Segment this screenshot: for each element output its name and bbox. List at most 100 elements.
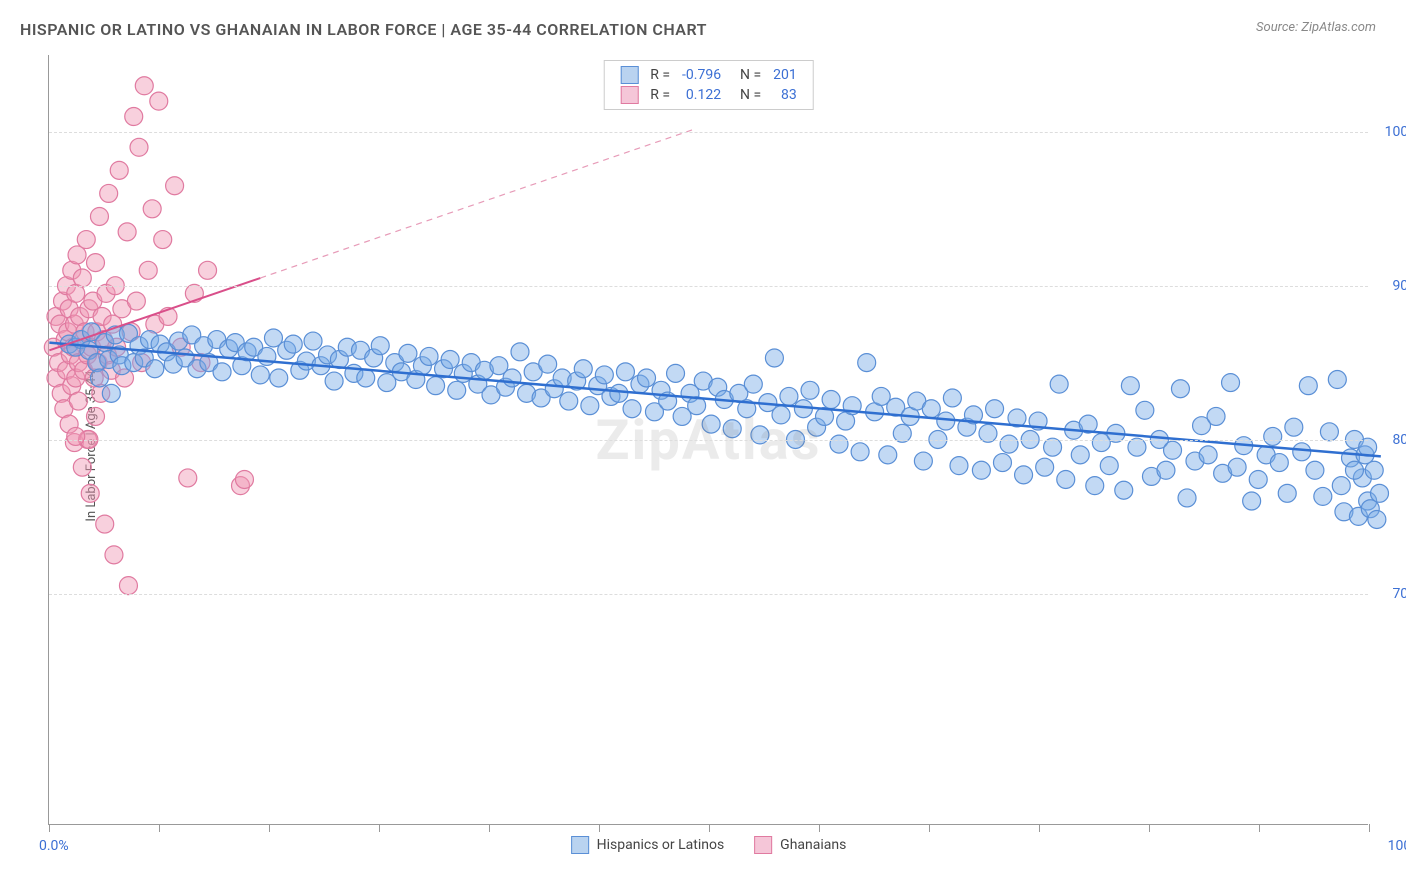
data-point: [1178, 489, 1196, 507]
trend-line: [260, 129, 695, 278]
data-point: [143, 200, 161, 218]
data-point: [830, 435, 848, 453]
data-point: [90, 208, 108, 226]
data-point: [822, 391, 840, 409]
x-axis-max-label: 100.0%: [1388, 838, 1406, 854]
data-point: [357, 369, 375, 387]
data-point: [1365, 461, 1383, 479]
x-tick: [489, 824, 490, 832]
plot-area: ZipAtlas R = -0.796 N = 201 R = 0.122 N …: [48, 55, 1368, 825]
stats-row: R = -0.796 N = 201: [614, 65, 803, 85]
data-point: [1320, 423, 1338, 441]
data-point: [1164, 441, 1182, 459]
data-point: [125, 108, 143, 126]
data-point: [511, 343, 529, 361]
data-point: [1306, 461, 1324, 479]
data-point: [801, 381, 819, 399]
data-point: [67, 427, 85, 445]
data-point: [150, 92, 168, 110]
data-point: [427, 377, 445, 395]
stats-r-value: -0.796: [676, 65, 727, 85]
data-point: [744, 375, 762, 393]
data-point: [1299, 377, 1317, 395]
data-point: [154, 231, 172, 249]
data-point: [399, 344, 417, 362]
data-point: [1345, 461, 1363, 479]
data-point: [77, 231, 95, 249]
x-tick: [1369, 824, 1370, 832]
data-point: [581, 397, 599, 415]
data-point: [73, 269, 91, 287]
data-point: [1000, 435, 1018, 453]
data-point: [1332, 477, 1350, 495]
data-point: [102, 384, 120, 402]
data-point: [448, 381, 466, 399]
data-point: [96, 515, 114, 533]
x-tick: [709, 824, 710, 832]
data-point: [667, 364, 685, 382]
data-point: [135, 77, 153, 95]
data-point: [118, 223, 136, 241]
data-point: [1057, 470, 1075, 488]
data-point: [87, 407, 105, 425]
data-point: [199, 261, 217, 279]
stats-n-label: N =: [727, 65, 767, 85]
data-point: [1171, 380, 1189, 398]
data-point: [914, 452, 932, 470]
data-point: [1050, 375, 1068, 393]
legend-swatch-icon: [571, 836, 589, 854]
data-point: [765, 349, 783, 367]
legend: Hispanics or Latinos Ghanaians: [571, 836, 847, 854]
stats-swatch-icon: [620, 66, 638, 84]
data-point: [1314, 487, 1332, 505]
stats-swatch-icon: [620, 86, 638, 104]
legend-label: Hispanics or Latinos: [597, 837, 725, 853]
x-tick: [1259, 824, 1260, 832]
data-point: [371, 337, 389, 355]
gridline: [49, 440, 1368, 441]
data-point: [1368, 510, 1386, 528]
data-point: [560, 392, 578, 410]
x-tick: [929, 824, 930, 832]
data-point: [1293, 443, 1311, 461]
data-point: [105, 546, 123, 564]
x-tick: [379, 824, 380, 832]
y-tick-label: 100.0%: [1375, 124, 1406, 140]
y-tick-label: 90.0%: [1375, 278, 1406, 294]
data-point: [110, 161, 128, 179]
data-point: [1222, 374, 1240, 392]
data-point: [1157, 461, 1175, 479]
data-point: [441, 351, 459, 369]
data-point: [972, 461, 990, 479]
data-point: [270, 369, 288, 387]
stats-n-label: N =: [727, 85, 767, 105]
data-point: [1086, 477, 1104, 495]
data-point: [284, 335, 302, 353]
data-point: [922, 400, 940, 418]
data-point: [1071, 446, 1089, 464]
data-point: [723, 420, 741, 438]
x-tick: [599, 824, 600, 832]
data-point: [69, 392, 87, 410]
data-point: [166, 177, 184, 195]
data-point: [119, 577, 137, 595]
data-point: [1264, 427, 1282, 445]
data-point: [1199, 446, 1217, 464]
legend-swatch-icon: [754, 836, 772, 854]
x-tick: [819, 824, 820, 832]
stats-r-label: R =: [644, 85, 676, 105]
gridline: [49, 594, 1368, 595]
data-point: [1015, 466, 1033, 484]
data-point: [235, 470, 253, 488]
stats-r-label: R =: [644, 65, 676, 85]
data-point: [1285, 418, 1303, 436]
data-point: [1243, 492, 1261, 510]
legend-label: Ghanaians: [780, 837, 846, 853]
x-tick: [159, 824, 160, 832]
data-point: [574, 360, 592, 378]
data-point: [986, 400, 1004, 418]
data-point: [179, 469, 197, 487]
data-point: [937, 412, 955, 430]
data-point: [251, 366, 269, 384]
legend-entry: Ghanaians: [754, 836, 846, 854]
